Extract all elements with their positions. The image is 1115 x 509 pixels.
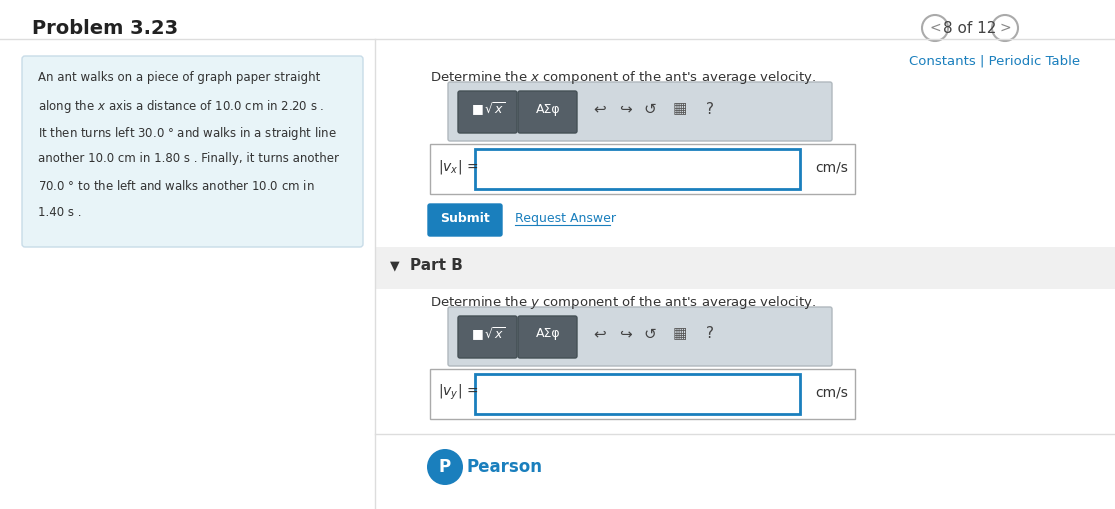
Text: AΣφ: AΣφ bbox=[535, 327, 561, 341]
Text: ↩: ↩ bbox=[593, 326, 607, 342]
Text: $\blacksquare\,\sqrt{x}$: $\blacksquare\,\sqrt{x}$ bbox=[471, 325, 505, 343]
Bar bbox=[375, 247, 1115, 289]
FancyBboxPatch shape bbox=[475, 149, 799, 189]
Text: ↪: ↪ bbox=[619, 326, 631, 342]
Text: another 10.0 cm in 1.80 s . Finally, it turns another: another 10.0 cm in 1.80 s . Finally, it … bbox=[38, 152, 339, 165]
Text: $|v_x|$ =: $|v_x|$ = bbox=[438, 158, 478, 176]
FancyBboxPatch shape bbox=[458, 316, 517, 358]
FancyBboxPatch shape bbox=[22, 56, 363, 247]
Text: <: < bbox=[929, 21, 941, 35]
FancyBboxPatch shape bbox=[518, 316, 576, 358]
Text: 70.0 $°$ to the left and walks another 10.0 cm in: 70.0 $°$ to the left and walks another 1… bbox=[38, 179, 314, 193]
FancyBboxPatch shape bbox=[518, 91, 576, 133]
Text: 1.40 s .: 1.40 s . bbox=[38, 206, 81, 219]
FancyBboxPatch shape bbox=[475, 374, 799, 414]
Text: along the $x$ axis a distance of 10.0 cm in 2.20 s .: along the $x$ axis a distance of 10.0 cm… bbox=[38, 98, 324, 115]
Text: Request Answer: Request Answer bbox=[515, 212, 615, 224]
Text: Pearson: Pearson bbox=[467, 458, 543, 476]
Text: 8 of 12: 8 of 12 bbox=[943, 20, 997, 36]
Text: ▦: ▦ bbox=[672, 326, 687, 342]
Text: ↺: ↺ bbox=[643, 101, 657, 117]
Text: AΣφ: AΣφ bbox=[535, 102, 561, 116]
Circle shape bbox=[427, 449, 463, 485]
Text: ↺: ↺ bbox=[643, 326, 657, 342]
Text: ▼: ▼ bbox=[390, 260, 399, 272]
Text: Submit: Submit bbox=[440, 212, 489, 224]
Text: >: > bbox=[999, 21, 1011, 35]
Text: Determine the $x$ component of the ant's average velocity.: Determine the $x$ component of the ant's… bbox=[430, 69, 816, 86]
Text: It then turns left 30.0 $°$ and walks in a straight line: It then turns left 30.0 $°$ and walks in… bbox=[38, 125, 337, 142]
Text: ↪: ↪ bbox=[619, 101, 631, 117]
FancyBboxPatch shape bbox=[448, 82, 832, 141]
Text: $|v_y|$ =: $|v_y|$ = bbox=[438, 382, 478, 402]
Text: ▦: ▦ bbox=[672, 101, 687, 117]
FancyBboxPatch shape bbox=[430, 144, 855, 194]
FancyBboxPatch shape bbox=[458, 91, 517, 133]
Text: ?: ? bbox=[706, 101, 714, 117]
Text: P: P bbox=[439, 458, 452, 476]
Text: $\blacksquare\,\sqrt{x}$: $\blacksquare\,\sqrt{x}$ bbox=[471, 100, 505, 118]
Text: Determine the $y$ component of the ant's average velocity.: Determine the $y$ component of the ant's… bbox=[430, 294, 816, 311]
Text: ↩: ↩ bbox=[593, 101, 607, 117]
Text: Part B: Part B bbox=[410, 259, 463, 273]
FancyBboxPatch shape bbox=[448, 307, 832, 366]
Text: cm/s: cm/s bbox=[815, 385, 847, 399]
Text: cm/s: cm/s bbox=[815, 160, 847, 174]
FancyBboxPatch shape bbox=[428, 204, 502, 236]
Text: An ant walks on a piece of graph paper straight: An ant walks on a piece of graph paper s… bbox=[38, 71, 320, 84]
FancyBboxPatch shape bbox=[430, 369, 855, 419]
Text: Problem 3.23: Problem 3.23 bbox=[32, 19, 178, 38]
Text: ?: ? bbox=[706, 326, 714, 342]
Text: Constants | Periodic Table: Constants | Periodic Table bbox=[909, 54, 1080, 67]
